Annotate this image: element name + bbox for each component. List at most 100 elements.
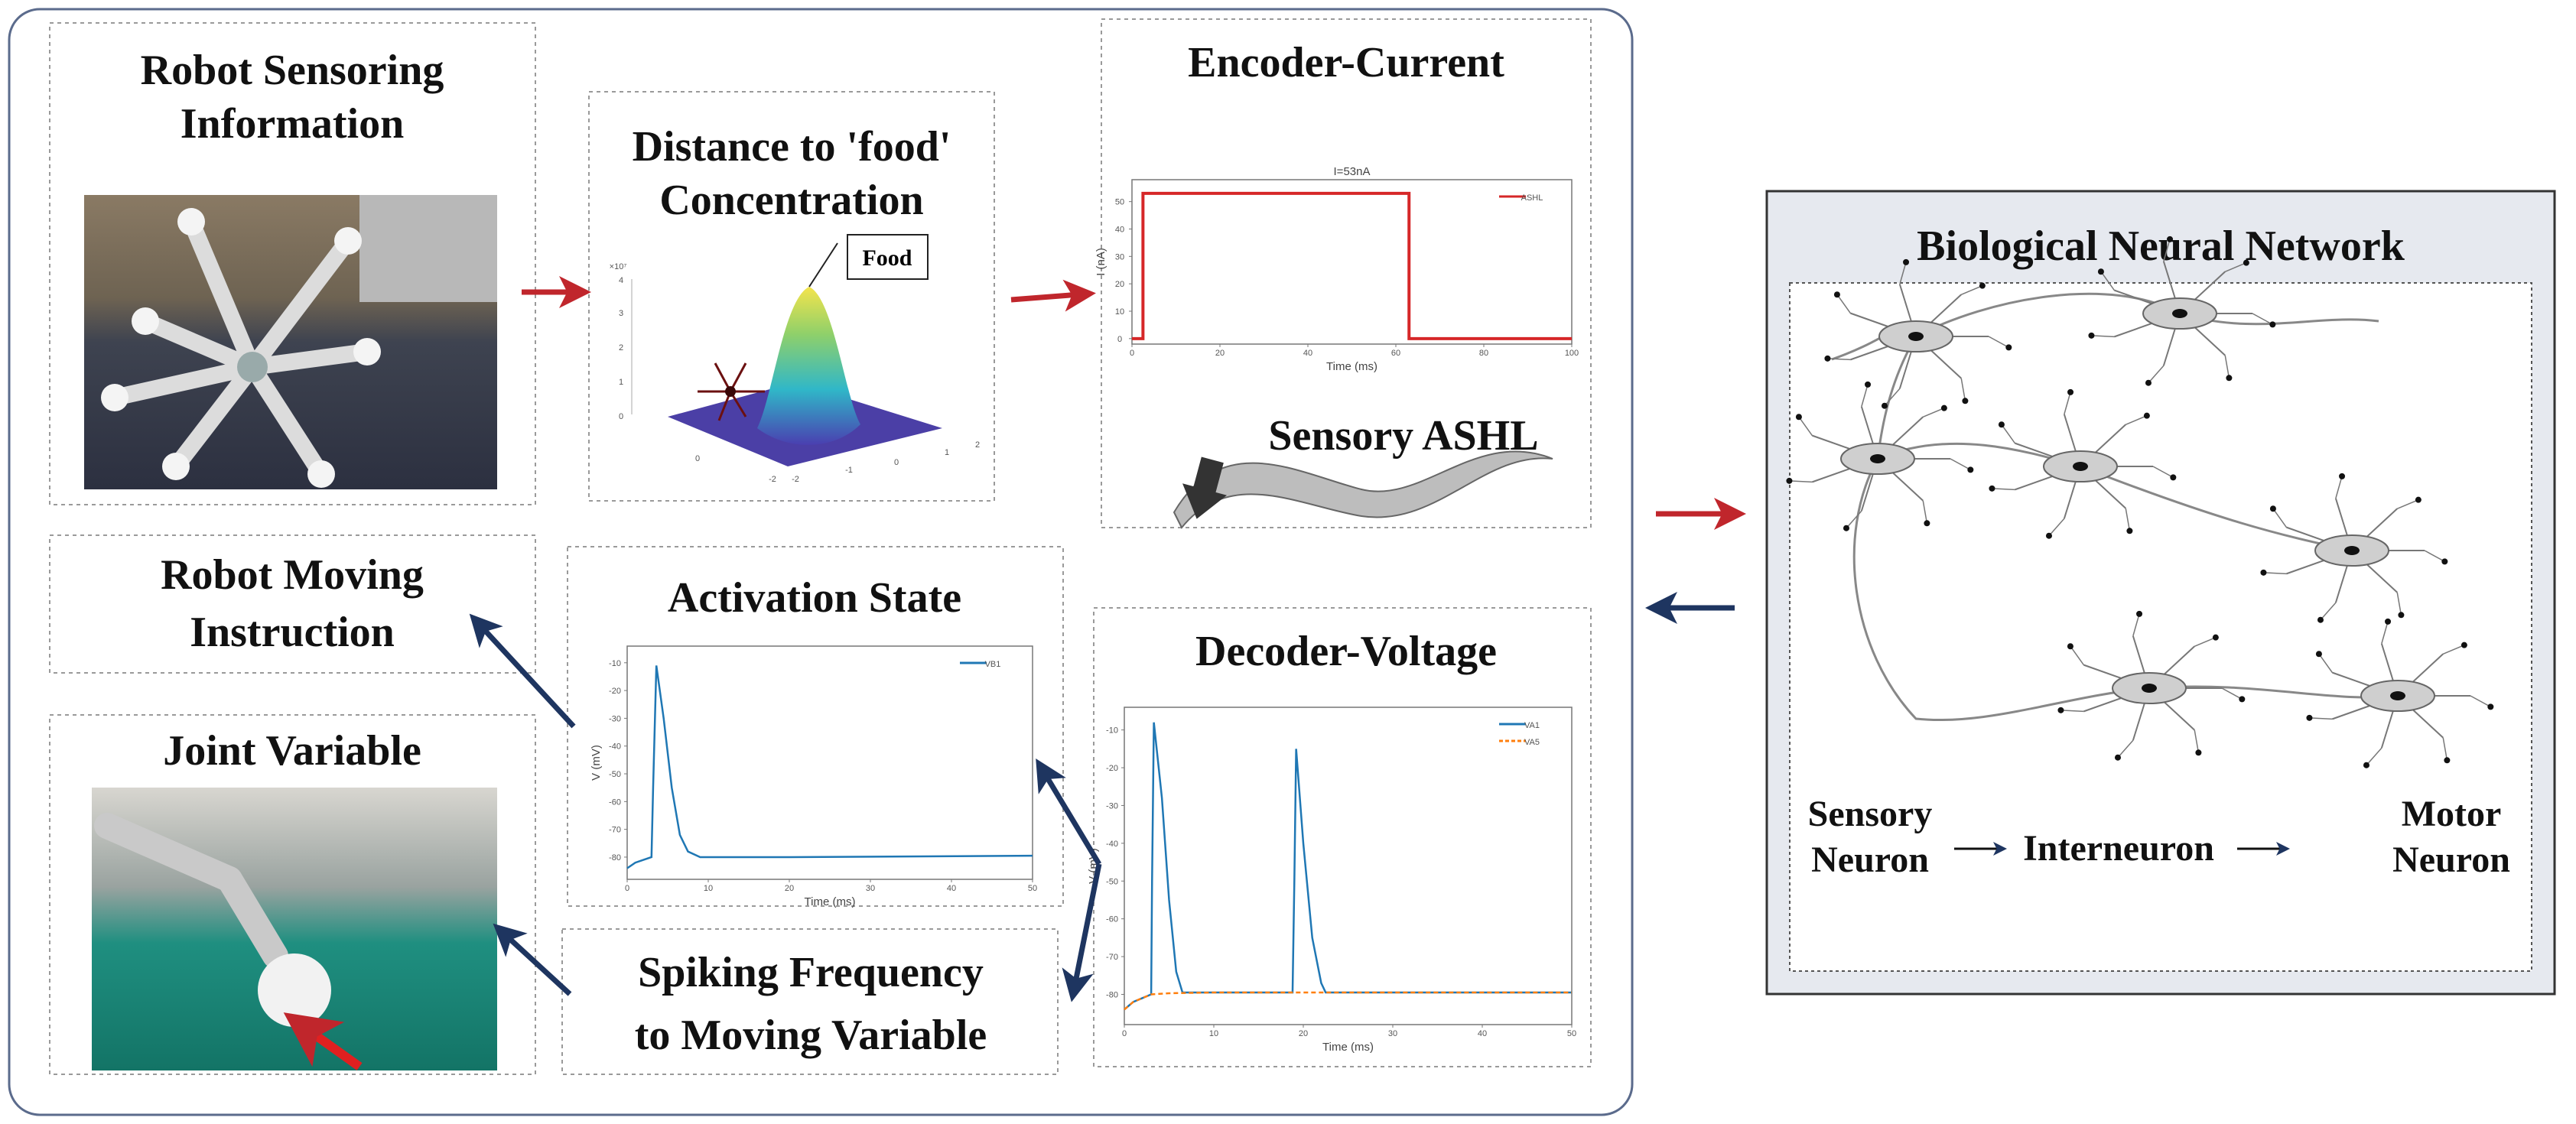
synapse-terminal bbox=[2461, 642, 2467, 648]
contact-arrow bbox=[283, 1012, 363, 1070]
activation-state-chart: 0 10 20 30 40 50 -10 -20 -30 -40 -50 -60 -70 -80 Time … bbox=[590, 645, 1037, 908]
x-tick-label: 50 bbox=[1028, 884, 1037, 893]
y-tick-label: 10 bbox=[1115, 307, 1124, 317]
synapse-terminal bbox=[1967, 466, 1974, 473]
panel-title: Activation State bbox=[668, 574, 961, 622]
synapse-terminal bbox=[2269, 321, 2276, 328]
panel-joint: Joint Variable bbox=[49, 714, 536, 1075]
synapse-terminal bbox=[2260, 569, 2267, 576]
tick: -2 bbox=[769, 475, 776, 484]
neuron-nucleus bbox=[2073, 462, 2088, 471]
y-axis-label: I (nA) bbox=[1094, 248, 1107, 276]
neuron-nucleus bbox=[2142, 684, 2157, 693]
tick: -2 bbox=[792, 475, 799, 484]
panel-title: Biological Neural Network bbox=[1917, 223, 2405, 270]
tick: 4 bbox=[619, 276, 623, 285]
synapse-terminal bbox=[1989, 485, 1995, 492]
legend-label: ASHL bbox=[1521, 193, 1543, 203]
synapse-terminal bbox=[1979, 282, 1986, 289]
synapse-terminal bbox=[2195, 749, 2202, 756]
y-tick-label: -70 bbox=[609, 826, 621, 835]
neuron-nucleus bbox=[2172, 309, 2187, 318]
food-callout: Food bbox=[862, 245, 912, 271]
panel-spiking: Spiking Frequency to Moving Variable bbox=[561, 928, 1059, 1075]
y-tick-label: 0 bbox=[1117, 335, 1122, 344]
forward-arrow bbox=[1010, 279, 1096, 312]
panel-robot-moving: Robot Moving Instruction bbox=[49, 534, 536, 674]
motor-neuron-label: Neuron bbox=[2392, 840, 2510, 880]
synapse-terminal bbox=[2444, 757, 2451, 764]
synapse-terminal bbox=[2067, 388, 2074, 395]
synapse-terminal bbox=[2067, 643, 2073, 650]
legend-label: VA1 bbox=[1524, 721, 1540, 730]
synapse-terminal bbox=[2239, 696, 2246, 703]
synapse-terminal bbox=[2170, 474, 2177, 481]
tick: 1 bbox=[619, 378, 623, 387]
panel-title: Concentration bbox=[659, 177, 923, 224]
y-tick-label: 50 bbox=[1115, 198, 1124, 207]
y-tick-label: -20 bbox=[1106, 764, 1118, 773]
y-tick-label: 30 bbox=[1115, 252, 1124, 262]
synapse-terminal bbox=[2269, 505, 2276, 512]
y-tick-label: -40 bbox=[609, 742, 621, 752]
synapse-terminal bbox=[2398, 612, 2405, 619]
synapse-terminal bbox=[2097, 268, 2104, 275]
synapse-terminal bbox=[1833, 291, 1840, 298]
panel-robot-sensoring: Robot Sensoring Information bbox=[49, 22, 536, 505]
panel-title: Decoder-Voltage bbox=[1195, 628, 1497, 675]
x-axis-label: Time (ms) bbox=[1322, 1041, 1374, 1054]
encoder-current-chart: I=53nA 0 20 40 60 80 100 0 10 20 30 40 50 Time (ms) I … bbox=[1094, 165, 1579, 373]
synapse-terminal bbox=[1865, 381, 1872, 388]
x-tick-label: 20 bbox=[785, 884, 794, 893]
y-tick-label: 20 bbox=[1115, 280, 1124, 289]
x-tick-label: 40 bbox=[947, 884, 956, 893]
legend-label: VB1 bbox=[985, 660, 1001, 669]
synapse-terminal bbox=[2143, 412, 2150, 419]
feedback-arrows bbox=[469, 613, 1102, 1002]
worm-illustration bbox=[1173, 450, 1553, 529]
sensory-ashl-label: Sensory ASHL bbox=[1268, 412, 1538, 460]
synapse-terminal bbox=[1795, 414, 1802, 421]
panel-title: Spiking Frequency bbox=[638, 949, 984, 996]
panel-encoder: Encoder-Current I=53nA 0 20 40 60 80 100 0 10 20 3… bbox=[1094, 18, 1592, 529]
synapse-terminal bbox=[2243, 259, 2249, 266]
y-tick-label: -50 bbox=[609, 770, 621, 779]
synapse-terminal bbox=[2005, 344, 2012, 351]
panel-title: Instruction bbox=[190, 609, 395, 656]
tick: 0 bbox=[619, 412, 623, 421]
z-exponent: ×10⁷ bbox=[610, 262, 627, 271]
sensory-neuron-label: Sensory bbox=[1808, 794, 1933, 834]
series-line-VB1 bbox=[626, 665, 1033, 869]
synapse-terminal bbox=[2339, 473, 2346, 479]
x-tick-label: 60 bbox=[1391, 349, 1400, 358]
synapse-terminal bbox=[1843, 525, 1849, 531]
panel-title: Distance to 'food' bbox=[633, 123, 951, 171]
tick: 0 bbox=[894, 458, 899, 467]
x-tick-label: 80 bbox=[1479, 349, 1488, 358]
x-tick-label: 20 bbox=[1299, 1029, 1308, 1038]
synapse-terminal bbox=[2145, 379, 2152, 386]
synapse-terminal bbox=[2385, 618, 2392, 625]
synapse-terminal bbox=[2126, 528, 2133, 534]
legend-label: VA5 bbox=[1524, 738, 1540, 747]
synapse-terminal bbox=[2167, 236, 2174, 242]
synapse-terminal bbox=[1998, 421, 2005, 428]
y-tick-label: -50 bbox=[1106, 877, 1118, 886]
robot-arm-photo bbox=[92, 788, 497, 1070]
neuron-nucleus bbox=[2390, 691, 2405, 700]
plot-area bbox=[1124, 707, 1573, 1025]
plot-area bbox=[1131, 179, 1573, 345]
y-tick-label: 40 bbox=[1115, 226, 1124, 235]
arrow-down-icon bbox=[1182, 456, 1227, 519]
chart-title: I=53nA bbox=[1334, 165, 1371, 178]
synapse-terminal bbox=[2306, 714, 2313, 721]
x-tick-label: 30 bbox=[1388, 1029, 1397, 1038]
synapse-terminal bbox=[2441, 558, 2448, 565]
synapse-terminal bbox=[1881, 402, 1888, 409]
x-tick-label: 0 bbox=[625, 884, 629, 893]
panel-title: Information bbox=[181, 100, 404, 148]
synapse-terminal bbox=[1786, 477, 1793, 484]
y-tick-label: -10 bbox=[1106, 726, 1118, 736]
x-tick-label: 0 bbox=[1122, 1029, 1127, 1038]
